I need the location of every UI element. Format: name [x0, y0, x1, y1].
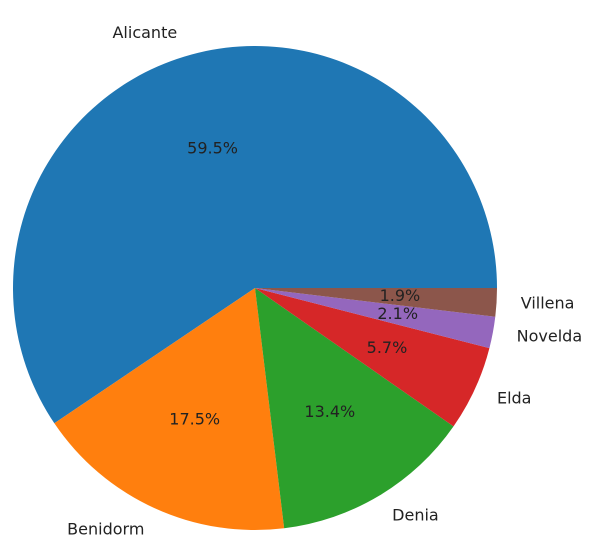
pie-slice — [255, 288, 454, 529]
percent-label: 13.4% — [304, 402, 355, 421]
slice-label: Denia — [392, 506, 439, 525]
percent-label: 2.1% — [377, 304, 418, 323]
slice-label: Alicante — [112, 23, 177, 42]
percent-label: 1.9% — [380, 286, 421, 305]
pie-slice — [12, 45, 497, 424]
pie-slice — [255, 288, 490, 427]
slice-label: Elda — [497, 388, 532, 407]
percent-label: 59.5% — [187, 139, 238, 158]
pie-slice — [54, 288, 285, 530]
slice-label: Novelda — [517, 327, 582, 346]
pie-slice — [255, 288, 496, 349]
slice-label: Villena — [521, 293, 575, 312]
slice-label: Benidorm — [67, 520, 144, 539]
pie-slice — [255, 288, 497, 317]
percent-label: 17.5% — [169, 410, 220, 429]
percent-label: 5.7% — [367, 338, 408, 357]
